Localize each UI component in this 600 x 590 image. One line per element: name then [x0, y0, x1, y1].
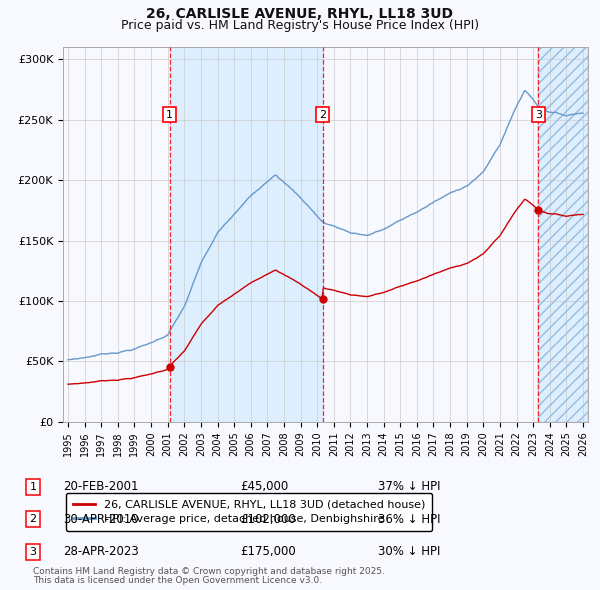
Text: 37% ↓ HPI: 37% ↓ HPI — [378, 480, 440, 493]
Text: 36% ↓ HPI: 36% ↓ HPI — [378, 513, 440, 526]
Bar — [538, 47, 588, 422]
Text: 3: 3 — [535, 110, 542, 120]
Text: 3: 3 — [29, 547, 37, 556]
Text: 1: 1 — [166, 110, 173, 120]
Text: £102,000: £102,000 — [240, 513, 296, 526]
Text: 26, CARLISLE AVENUE, RHYL, LL18 3UD: 26, CARLISLE AVENUE, RHYL, LL18 3UD — [146, 7, 454, 21]
Text: This data is licensed under the Open Government Licence v3.0.: This data is licensed under the Open Gov… — [33, 576, 322, 585]
Text: 30% ↓ HPI: 30% ↓ HPI — [378, 545, 440, 558]
Text: Contains HM Land Registry data © Crown copyright and database right 2025.: Contains HM Land Registry data © Crown c… — [33, 567, 385, 576]
Text: 2: 2 — [29, 514, 37, 524]
Text: £175,000: £175,000 — [240, 545, 296, 558]
Text: 30-APR-2010: 30-APR-2010 — [63, 513, 139, 526]
Text: 28-APR-2023: 28-APR-2023 — [63, 545, 139, 558]
Text: 2: 2 — [319, 110, 326, 120]
Bar — [538, 47, 588, 422]
Text: Price paid vs. HM Land Registry's House Price Index (HPI): Price paid vs. HM Land Registry's House … — [121, 19, 479, 32]
Legend: 26, CARLISLE AVENUE, RHYL, LL18 3UD (detached house), HPI: Average price, detach: 26, CARLISLE AVENUE, RHYL, LL18 3UD (det… — [66, 493, 432, 531]
Text: 1: 1 — [29, 482, 37, 491]
Bar — [170, 47, 323, 422]
Text: £45,000: £45,000 — [240, 480, 288, 493]
Text: 20-FEB-2001: 20-FEB-2001 — [63, 480, 139, 493]
